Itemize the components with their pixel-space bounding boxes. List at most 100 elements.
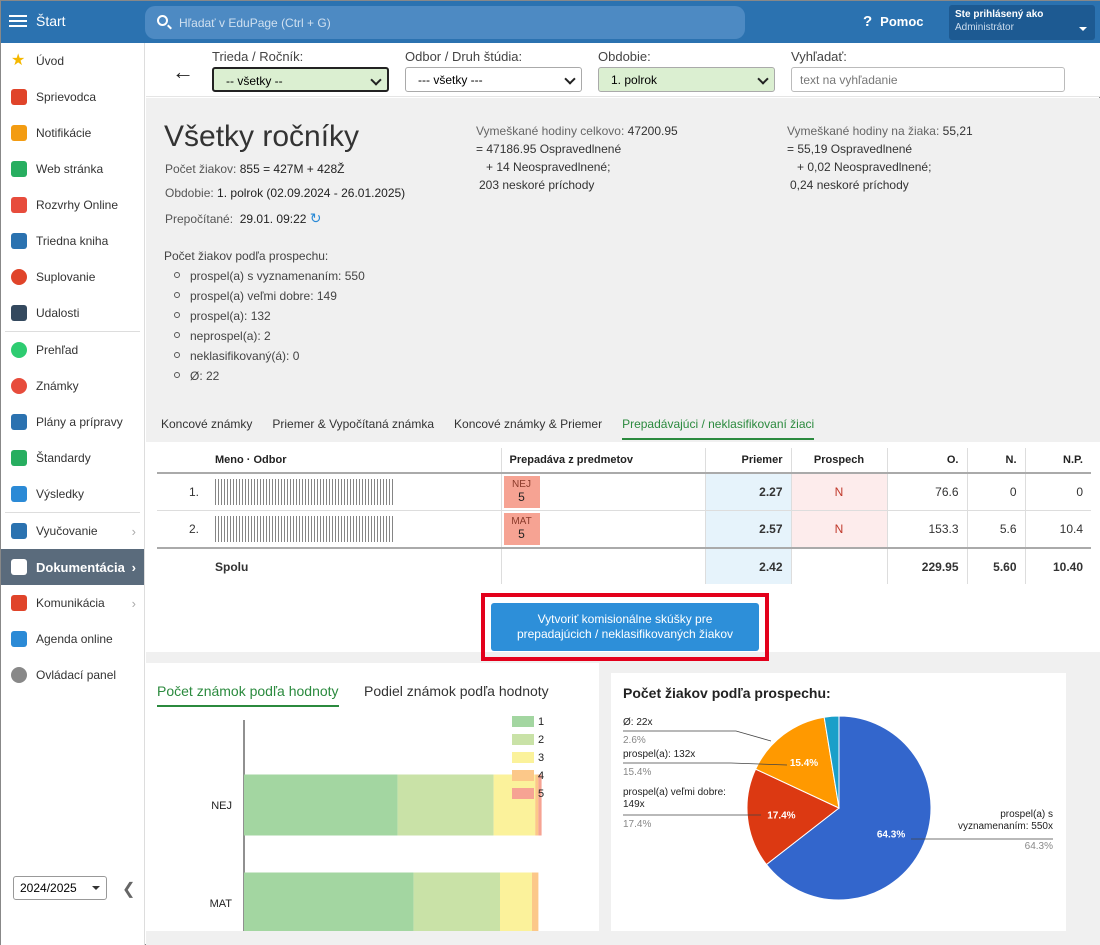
branch-select[interactable]: --- všetky --- [405, 67, 582, 92]
progress-list: Počet žiakov podľa prospechu: prospel(a)… [164, 246, 365, 386]
bar-NEJ-grade-3 [493, 774, 536, 836]
document-icon [11, 559, 27, 575]
period-info: Obdobie: 1. polrok (02.09.2024 - 26.01.2… [165, 186, 406, 200]
refresh-icon[interactable]: ↻ [309, 210, 322, 226]
chevron-right-icon: › [131, 559, 136, 575]
pen-icon [11, 631, 27, 647]
chat-icon [11, 595, 27, 611]
absence-total: Vymeškané hodiny celkovo: 47200.95 = 471… [476, 124, 678, 192]
legend-swatch [512, 788, 534, 799]
pie-chart: 64.3% 17.4% 15.4% Ø: 22x 2.6% prospel(a): 132… [623, 715, 1053, 901]
sidebar-item-label: Dokumentácia [36, 559, 125, 575]
failing-subject: MAT 5 [500, 510, 705, 549]
sidebar-item-v-sledky[interactable]: Výsledky [1, 476, 144, 512]
progress-pie-panel: Počet žiakov podľa prospechu: 64.3% 17.4%… [611, 673, 1066, 931]
sidebar-item-suplovanie[interactable]: Suplovanie [1, 259, 144, 295]
search-field[interactable]: text na vyhľadanie [791, 67, 1065, 92]
user-menu[interactable]: Ste prihlásený ako Administrátor [949, 5, 1095, 40]
tab-3[interactable]: Koncové známky & Priemer [454, 417, 603, 431]
subject-badge: MAT 5 [503, 513, 540, 545]
sidebar-item-ovl-dac-panel[interactable]: Ovládací panel [1, 657, 144, 693]
student-name-redacted[interactable] [207, 473, 501, 511]
tab-2[interactable]: Priemer & Vypočítaná známka [272, 417, 435, 431]
sidebar-item-label: Štandardy [36, 451, 91, 465]
sidebar-item-label: Rozvrhy Online [36, 198, 119, 212]
bar-NEJ-grade-2 [397, 774, 494, 836]
help-button[interactable]: ? Pomoc [863, 13, 924, 30]
global-search-input[interactable]: Hľadať v EduPage (Ctrl + G) [145, 6, 745, 39]
sidebar-item--vod[interactable]: ★ Úvod [1, 43, 144, 79]
o-cell: 76.6 [886, 473, 967, 511]
tab-grade-count[interactable]: Počet známok podľa hodnoty [157, 683, 339, 707]
progress-item: prospel(a) veľmi dobre: 149 [174, 286, 365, 306]
top-bar: Štart Hľadať v EduPage (Ctrl + G) ? Pomoc… [1, 1, 1100, 43]
tab-4[interactable]: Prepadávajúci / neklasifikovaní žiaci [622, 412, 815, 440]
class-select[interactable]: -- všetky -- [212, 67, 389, 92]
legend-swatch [512, 734, 534, 745]
sidebar-divider [5, 331, 140, 332]
progress-item: neprospel(a): 2 [174, 326, 365, 346]
sidebar-item--tandardy[interactable]: Štandardy [1, 440, 144, 476]
school-year-select[interactable]: 2024/2025 [13, 876, 107, 900]
sidebar-item-triedna-kniha[interactable]: Triedna kniha [1, 223, 144, 259]
menu-icon[interactable] [9, 12, 27, 30]
period-select[interactable]: 1. polrok [598, 67, 775, 92]
row-number: 1. [157, 473, 207, 511]
legend-label: 4 [538, 770, 544, 782]
sidebar-item-rozvrhy-online[interactable]: Rozvrhy Online [1, 187, 144, 223]
slice-label: prospel(a): 132x [623, 749, 695, 760]
legend-label: 1 [538, 716, 544, 728]
create-commission-exams-button[interactable]: Vytvoriť komisionálne skúšky pre prepada… [491, 603, 759, 651]
slice-percent-label: 15.4% [790, 758, 818, 769]
grade-icon [11, 378, 27, 394]
sidebar-item-sprievodca[interactable]: Sprievodca [1, 79, 144, 115]
sidebar-item-vyu-ovanie[interactable]: Vyučovanie › [1, 513, 144, 549]
callout-line [623, 762, 788, 766]
student-name-redacted[interactable] [207, 510, 501, 549]
sidebar-item-label: Udalosti [36, 306, 80, 320]
sidebar-item-label: Výsledky [36, 487, 85, 501]
sidebar-item-pl-ny-a-pr-pravy[interactable]: Plány a prípravy [1, 404, 144, 440]
back-arrow-icon[interactable]: ← [172, 59, 194, 84]
tab-grade-share[interactable]: Podiel známok podľa hodnoty [364, 683, 549, 699]
calendar-icon [11, 305, 27, 321]
failing-students-table: Meno · Odbor Prepadáva z predmetov Priem… [157, 448, 1091, 584]
total-n: 5.60 [966, 547, 1025, 584]
app-title[interactable]: Štart [36, 13, 66, 29]
sidebar-item-komunik-cia[interactable]: Komunikácia › [1, 585, 144, 621]
tab-1[interactable]: Koncové známky [161, 417, 253, 431]
total-np: 10.40 [1024, 547, 1091, 584]
period-label: Obdobie: [598, 49, 651, 64]
np-cell: 10.4 [1024, 510, 1091, 549]
bar-MAT-grade-3 [500, 872, 532, 931]
sidebar-item-agenda-online[interactable]: Agenda online [1, 621, 144, 657]
sidebar: ★ Úvod Sprievodca Notifikácie Web stránka Roz… [1, 43, 145, 945]
check-circle-icon [11, 342, 27, 358]
sidebar-item-label: Prehľad [36, 343, 79, 357]
sidebar-item-notifik-cie[interactable]: Notifikácie [1, 115, 144, 151]
sidebar-item-web-str-nka[interactable]: Web stránka [1, 151, 144, 187]
bar-NEJ-grade-1 [244, 774, 398, 836]
recalc-info: Prepočítané: 29.01. 09:22 ↻ [165, 210, 322, 226]
gear-icon [11, 667, 27, 683]
failing-students-panel: Meno · Odbor Prepadáva z predmetov Priem… [146, 442, 1100, 652]
slice-percent-label: 17.4% [767, 810, 795, 821]
sidebar-item-preh-ad[interactable]: Prehľad [1, 332, 144, 368]
legend-label: 5 [538, 788, 544, 800]
sidebar-item-udalosti[interactable]: Udalosti [1, 295, 144, 331]
slice-percent-callout: 64.3% [1025, 841, 1053, 852]
sidebar-item-label: Notifikácie [36, 126, 92, 140]
average-cell: 2.27 [704, 473, 791, 511]
sidebar-item-zn-mky[interactable]: Známky [1, 368, 144, 404]
slice-percent-label: 64.3% [877, 829, 905, 840]
collapse-sidebar-icon[interactable]: ❮ [122, 881, 136, 898]
stacked-bar-chart: NEJ MAT 1 2 3 4 5 [210, 716, 544, 931]
sidebar-item-label: Triedna kniha [36, 234, 109, 248]
category-label: MAT [210, 898, 233, 910]
sidebar-item-dokument-cia[interactable]: Dokumentácia › [1, 549, 144, 585]
sidebar-item-label: Úvod [36, 54, 65, 68]
table-row: 1. NEJ 5 2.27 N 76.6 0 0 [157, 473, 1091, 511]
total-o: 229.95 [886, 547, 967, 584]
absence-per-student: Vymeškané hodiny na žiaka: 55,21 = 55,19… [787, 124, 973, 192]
page-title: Všetky ročníky [164, 120, 360, 153]
